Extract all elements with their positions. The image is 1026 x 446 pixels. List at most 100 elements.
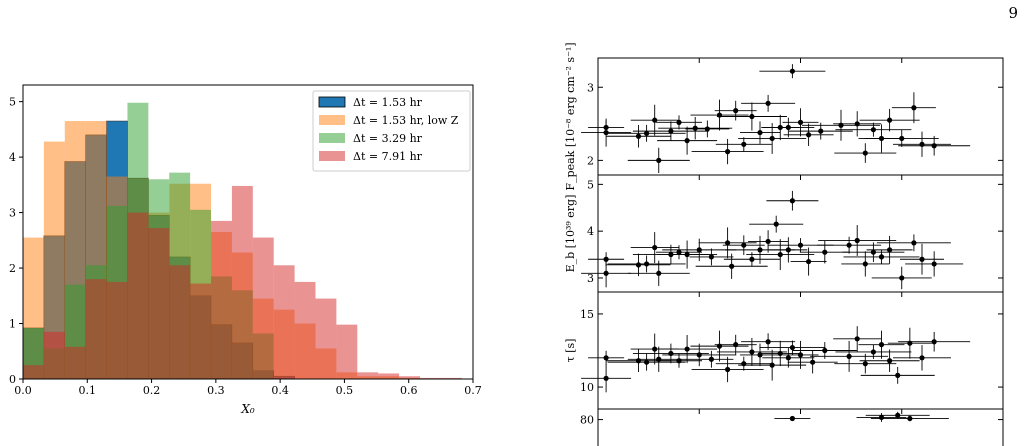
histogram-bar <box>211 220 232 379</box>
data-point <box>895 372 901 378</box>
data-point <box>708 254 715 260</box>
page-number: 9 <box>1008 4 1018 22</box>
data-point <box>878 342 885 348</box>
data-point <box>676 119 682 125</box>
data-point <box>757 129 763 136</box>
legend-frame <box>312 90 471 172</box>
data-point <box>862 361 868 367</box>
legend-swatch <box>318 96 346 108</box>
data-point <box>684 138 690 144</box>
data-point <box>911 105 917 111</box>
data-point <box>846 353 852 359</box>
histogram-axes-frame <box>22 84 474 380</box>
y-tick-label: 2 <box>9 262 16 275</box>
data-point <box>749 349 755 355</box>
scatter-panel-0: 2 3 F_peak [10⁻⁸ erg cm⁻² s⁻¹] <box>564 42 1004 191</box>
data-point <box>919 256 925 262</box>
data-point <box>692 125 698 131</box>
y-tick-label: 3 <box>587 272 594 285</box>
data-point <box>887 247 893 253</box>
legend-swatch <box>319 151 345 161</box>
histogram-bar <box>273 265 295 379</box>
data-point <box>733 342 739 348</box>
data-point <box>887 117 893 123</box>
data-point <box>789 68 796 74</box>
data-point <box>785 247 791 253</box>
histogram-bar <box>169 265 191 379</box>
data-point <box>846 242 852 248</box>
data-point <box>931 261 937 267</box>
panel-y-label: F_peak [10⁻⁸ erg cm⁻² s⁻¹] <box>564 42 577 190</box>
data-point <box>652 346 658 352</box>
data-point <box>684 251 690 258</box>
y-tick-label: 3 <box>587 81 594 94</box>
scatter-panel-3: 80 <box>580 408 1004 446</box>
histogram-bar <box>190 283 212 379</box>
y-tick-label: 4 <box>9 151 16 164</box>
legend-label: Δt = 3.29 hr <box>353 132 423 145</box>
scatter-panels: 2 3 F_peak [10⁻⁸ erg cm⁻² s⁻¹] 3 4 5 E_b [10³⁹… <box>564 42 1004 446</box>
legend-label: Δt = 1.53 hr, low Z <box>353 114 459 127</box>
y-tick-label: 10 <box>580 381 594 394</box>
data-point <box>684 346 690 352</box>
histogram-bar <box>440 377 462 379</box>
data-point <box>806 258 812 265</box>
scatter-panel-2: 10 15 τ [s] <box>564 291 1004 410</box>
data-point <box>603 129 609 136</box>
data-point <box>870 249 877 255</box>
data-point <box>603 355 609 361</box>
y-tick-label: 3 <box>9 207 16 220</box>
data-point <box>854 237 860 244</box>
data-point <box>644 359 650 365</box>
data-point <box>810 359 816 365</box>
data-point <box>899 135 905 142</box>
legend-label: Δt = 1.53 hr <box>353 96 423 109</box>
data-point <box>789 198 796 204</box>
data-point <box>870 127 877 133</box>
data-point <box>765 100 771 106</box>
histogram-bar <box>336 324 358 379</box>
data-point <box>822 249 828 255</box>
data-point <box>733 108 739 114</box>
data-point <box>676 358 682 364</box>
y-tick-label: 1 <box>9 318 16 331</box>
data-point <box>785 124 791 131</box>
histogram-bar <box>85 279 107 379</box>
data-point <box>854 336 860 342</box>
data-point <box>854 121 860 127</box>
y-tick-label: 5 <box>587 178 594 191</box>
histogram-panel: 0.0 0.1 0.2 0.3 0.4 0.5 0.6 0.7 0 1 2 3 4 5 X₀ Δt = 1.5… <box>9 84 482 416</box>
data-point <box>822 347 828 354</box>
x-tick-label: 0.1 <box>79 384 97 397</box>
data-point <box>789 344 796 351</box>
data-point <box>696 352 702 358</box>
x-tick-label: 0.5 <box>336 384 354 397</box>
panel-frame <box>597 408 1004 446</box>
data-point <box>797 119 804 125</box>
data-point <box>741 242 747 248</box>
data-point <box>749 256 755 262</box>
data-point <box>777 350 783 357</box>
data-point <box>878 254 885 260</box>
data-point <box>741 141 747 147</box>
data-point <box>696 247 702 253</box>
data-point <box>652 244 658 251</box>
data-point <box>757 247 763 253</box>
histogram-bar <box>231 185 253 379</box>
histogram-bar <box>43 331 65 379</box>
legend-label: Δt = 7.91 hr <box>353 150 423 163</box>
data-point <box>656 270 662 276</box>
data-point <box>797 242 804 248</box>
scatter-panel-1: 3 4 5 E_b [10³⁹ erg] <box>564 174 1004 293</box>
data-point <box>668 128 674 134</box>
data-point <box>635 133 642 139</box>
y-tick-label: 4 <box>587 225 594 238</box>
histogram-bar <box>315 298 337 379</box>
data-point <box>797 352 804 358</box>
data-point <box>644 130 650 136</box>
x-tick-label: 0.4 <box>271 384 289 397</box>
histogram-bar <box>357 372 379 379</box>
histogram-x-label: X₀ <box>240 402 255 416</box>
histogram-bar <box>23 365 44 379</box>
